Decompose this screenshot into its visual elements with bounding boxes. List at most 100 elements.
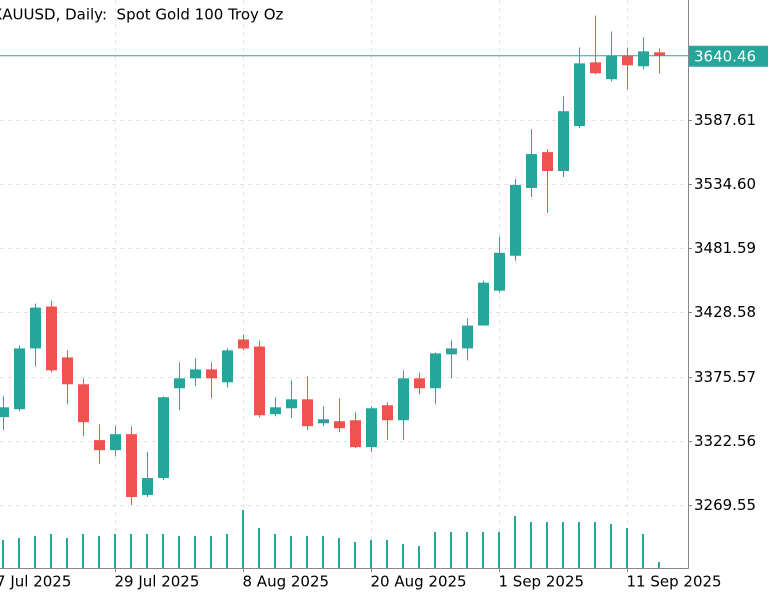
volume-bar — [66, 538, 68, 568]
candle-body — [206, 369, 217, 379]
volume-bar — [434, 532, 436, 568]
candle-body — [142, 478, 153, 495]
volume-bar — [114, 534, 116, 568]
x-tick-label: 20 Aug 2025 — [371, 573, 467, 591]
volume-bar — [2, 540, 4, 568]
volume-bar — [450, 532, 452, 568]
candle-body — [366, 408, 377, 448]
y-tick-label: 3428.58 — [694, 303, 756, 321]
volume-bar — [498, 532, 500, 568]
candle-body — [638, 51, 649, 67]
candle-body — [94, 440, 105, 451]
candle-body — [286, 399, 297, 409]
x-tick-label: 29 Jul 2025 — [115, 573, 200, 591]
volume-bar — [530, 522, 532, 568]
volume-bar — [210, 536, 212, 568]
volume-bar — [50, 534, 52, 568]
volume-bar — [546, 522, 548, 568]
x-tick-label: 1 Sep 2025 — [499, 573, 585, 591]
volume-bar — [418, 546, 420, 568]
volume-bar — [594, 522, 596, 568]
volume-bar — [658, 562, 660, 568]
volume-bar — [642, 534, 644, 568]
candle-body — [302, 399, 313, 427]
candle-body — [414, 378, 425, 389]
candle-body — [334, 421, 345, 429]
y-tick-label: 3534.60 — [694, 175, 756, 193]
candle-body — [350, 420, 361, 448]
candle-body — [190, 369, 201, 379]
volume-bar — [354, 542, 356, 568]
candle-body — [462, 325, 473, 349]
chart-title: XAUUSD, Daily: Spot Gold 100 Troy Oz — [0, 6, 284, 24]
volume-bar — [322, 536, 324, 568]
candle-body — [494, 252, 505, 291]
candle-body — [78, 384, 89, 423]
candle-body — [622, 55, 633, 66]
volume-bar — [514, 516, 516, 568]
candle-body — [446, 348, 457, 355]
candle-body — [382, 405, 393, 421]
volume-bar — [338, 538, 340, 568]
candle-body — [46, 306, 57, 371]
candle-body — [30, 307, 41, 349]
y-tick-label: 3375.57 — [694, 368, 756, 386]
candle-body — [222, 350, 233, 383]
volume-bar — [162, 534, 164, 568]
candle-body — [174, 378, 185, 389]
volume-bar — [482, 532, 484, 568]
volume-bar — [98, 536, 100, 568]
volume-bar — [82, 534, 84, 568]
volume-bar — [306, 536, 308, 568]
y-tick-label: 3481.59 — [694, 239, 756, 257]
x-tick-label: 17 Jul 2025 — [0, 573, 71, 591]
y-tick-label: 3587.61 — [694, 111, 756, 129]
candle-body — [398, 378, 409, 421]
volume-bar — [562, 522, 564, 568]
candle-body — [0, 407, 9, 418]
plot-area — [0, 0, 688, 568]
candle-body — [318, 419, 329, 424]
volume-bar — [178, 536, 180, 568]
volume-bar — [34, 536, 36, 568]
volume-bar — [610, 524, 612, 568]
volume-bar — [370, 540, 372, 568]
volume-bar — [274, 534, 276, 568]
candle-body — [270, 407, 281, 415]
candle-body — [478, 282, 489, 326]
volume-bar — [626, 528, 628, 568]
candle-body — [158, 397, 169, 479]
volume-bar — [290, 536, 292, 568]
current-price-label: 3640.46 — [694, 47, 756, 65]
candle-body — [110, 434, 121, 451]
candle-body — [430, 353, 441, 389]
candle-body — [558, 111, 569, 172]
candle-body — [510, 184, 521, 256]
current-price-box — [689, 45, 768, 67]
candle-body — [254, 346, 265, 416]
volume-bar — [578, 522, 580, 568]
x-tick-label: 8 Aug 2025 — [243, 573, 330, 591]
y-tick-label: 3269.55 — [694, 496, 756, 514]
candle-body — [590, 62, 601, 74]
volume-bar — [386, 540, 388, 568]
candle-body — [574, 63, 585, 127]
candle-body — [14, 348, 25, 410]
volume-bar — [226, 534, 228, 568]
volume-bar — [146, 534, 148, 568]
candle-body — [126, 434, 137, 498]
candle-body — [62, 357, 73, 385]
y-tick-label: 3322.56 — [694, 432, 756, 450]
volume-bar — [130, 534, 132, 568]
volume-bar — [466, 532, 468, 568]
candle-body — [526, 154, 537, 188]
volume-bar — [258, 528, 260, 568]
candle-body — [654, 52, 665, 56]
volume-bar — [194, 536, 196, 568]
volume-bar — [18, 538, 20, 568]
volume-bar — [402, 544, 404, 568]
candle-body — [238, 339, 249, 349]
candle-body — [606, 55, 617, 80]
